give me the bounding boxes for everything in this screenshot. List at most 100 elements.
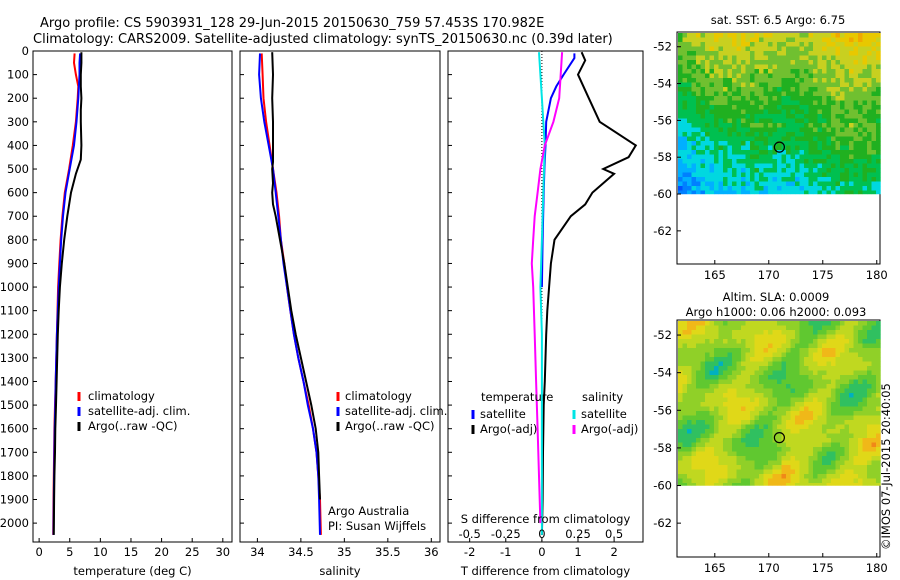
map-cell [754,384,760,389]
map-cell [745,78,751,83]
map-cell [687,172,692,178]
map-cell [714,78,719,83]
map-cell [741,109,746,115]
map-cell [754,64,760,70]
map-cell [786,96,791,101]
x-tick-label: 1 [574,545,581,559]
map-cell [867,483,872,486]
map-cell [826,424,832,430]
map-cell [745,447,751,452]
map-cell [727,141,733,146]
map-cell [682,460,688,466]
map-cell [817,424,823,430]
map-cell [849,483,854,486]
map-cell [804,339,809,344]
map-cell [867,370,872,376]
map-cell [808,118,814,124]
map-cell [727,361,733,367]
map-cell [727,46,733,52]
map-cell [822,114,827,119]
map-cell [867,388,872,394]
map-cell [781,150,787,155]
map-cell [849,393,854,398]
map-cell [835,100,841,106]
map-cell [817,469,823,475]
map-cell [772,114,778,119]
map-cell [786,64,791,70]
map-cell [741,100,746,106]
map-cell [696,424,701,430]
map-cell [741,132,746,137]
map-cell [687,168,692,173]
map-cell [732,370,737,376]
map-cell [817,348,823,353]
map-cell [862,330,868,335]
map-cell [709,469,715,475]
map-cell [822,109,827,115]
map-cell [858,181,863,187]
map-cell [754,483,760,486]
map-cell [709,370,715,376]
map-cell [745,411,751,416]
map-cell [772,325,778,331]
map-cell [781,348,787,353]
legend-label: climatology [345,389,412,403]
map-cell [808,429,814,434]
map-cell [799,145,805,151]
map-cell [745,73,751,79]
map-cell [844,348,850,353]
map-cell [682,321,688,326]
map-cell [732,181,737,187]
map-cell [831,64,836,70]
map-cell [727,69,733,74]
map-cell [835,46,841,52]
map-cell [867,123,872,128]
map-cell [871,384,877,389]
map-cell [799,82,805,88]
map-cell [696,442,701,448]
map-cell [723,114,728,119]
map-cell [732,357,737,362]
map-cell [781,411,787,416]
map-cell [714,424,719,430]
map-cell [741,163,746,169]
map-cell [871,330,877,335]
map-cell [840,384,845,389]
map-cell [799,451,805,457]
map-cell [777,393,782,398]
map-cell [826,42,832,47]
map-cell [790,424,796,430]
map-cell [723,438,728,443]
map-cell [750,51,755,56]
map-cell [840,51,845,56]
map-cell [741,159,746,164]
map-cell [867,460,872,466]
map-cell [772,100,778,106]
map-cell [862,127,868,133]
map-cell [700,100,706,106]
map-cell [759,55,764,61]
map-cell [808,55,814,61]
map-cell [700,181,706,187]
map-cell [858,352,863,358]
map-cell [772,352,778,358]
map-cell [777,37,782,43]
map-cell [799,321,805,326]
map-cell [732,451,737,457]
map-cell [835,474,841,479]
map-cell [714,411,719,416]
map-cell [786,451,791,457]
map-cell [709,348,715,353]
map-cell [871,451,877,457]
map-cell [853,114,859,119]
map-cell [799,51,805,56]
map-cell [822,456,827,461]
map-cell [871,145,877,151]
map-cell [714,60,719,65]
map-cell [817,190,823,195]
map-cell [772,132,778,137]
map-cell [799,429,805,434]
map-cell [840,442,845,448]
map-cell [808,177,814,182]
map-cell [871,343,877,349]
